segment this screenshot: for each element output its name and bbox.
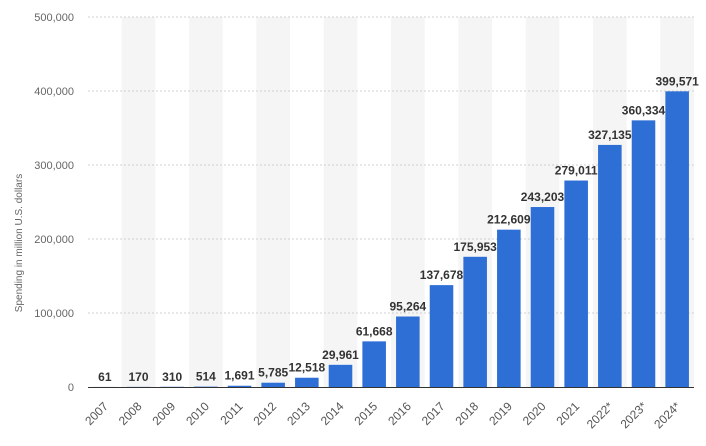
- y-tick-label: 500,000: [34, 12, 74, 24]
- bar-2023*: [631, 120, 656, 387]
- x-tick-label: 2020: [520, 399, 549, 428]
- data-label-2013: 12,518: [288, 361, 325, 375]
- band-2012: [256, 17, 290, 387]
- x-tick-label: 2018: [453, 399, 482, 428]
- y-tick-label: 300,000: [34, 160, 74, 172]
- x-tick-label: 2023*: [618, 399, 650, 431]
- data-label-2009: 310: [162, 370, 182, 384]
- bar-2011: [227, 385, 252, 387]
- x-tick-label: 2010: [183, 399, 212, 428]
- bar-2020: [530, 207, 555, 387]
- bars: [93, 91, 689, 388]
- bar-2015: [362, 341, 386, 387]
- x-tick-label: 2015: [352, 399, 381, 428]
- data-label-2019: 212,609: [487, 213, 531, 227]
- x-tick-label: 2016: [385, 399, 414, 428]
- y-tick-label: 100,000: [34, 308, 74, 320]
- bar-2024*: [665, 91, 689, 388]
- x-tick-label: 2019: [486, 399, 515, 428]
- data-label-2012: 5,785: [258, 366, 288, 380]
- x-tick-label: 2014: [318, 399, 347, 428]
- x-tick-label: 2011: [217, 399, 245, 427]
- y-tick-label: 400,000: [34, 86, 74, 98]
- x-tick-label: 2013: [284, 399, 313, 428]
- data-label-2016: 95,264: [389, 300, 426, 314]
- x-tick-label: 2012: [251, 399, 280, 428]
- bar-2018: [463, 256, 487, 387]
- data-label-2020: 243,203: [521, 190, 565, 204]
- data-label-2018: 175,953: [453, 240, 497, 254]
- data-label-2014: 29,961: [322, 348, 359, 362]
- y-axis-ticks: 0 100,000 200,000 300,000 400,000 500,000: [34, 12, 74, 394]
- data-label-2017: 137,678: [420, 268, 464, 282]
- data-label-2021: 279,011: [555, 164, 598, 178]
- bar-2014: [328, 364, 353, 387]
- x-tick-label: 2024*: [651, 399, 683, 431]
- x-axis-ticks: 2007 2008 2009 2010 2011 2012 2013 2014 2015 2016…: [82, 399, 683, 431]
- band-2010: [189, 17, 223, 387]
- bar-2013: [295, 377, 319, 387]
- bar-2016: [396, 316, 420, 387]
- data-label-2023*: 360,334: [622, 103, 666, 117]
- y-axis-label: Spending in million U.S. dollars: [14, 174, 25, 312]
- x-tick-label: 2022*: [584, 399, 616, 431]
- data-label-2008: 170: [128, 370, 148, 384]
- x-tick-label: 2008: [116, 399, 145, 428]
- band-2014: [323, 17, 358, 387]
- x-tick-label: 2007: [82, 399, 111, 428]
- band-2008: [121, 17, 156, 387]
- bar-2019: [497, 229, 521, 387]
- y-tick-label: 200,000: [34, 234, 74, 246]
- bar-2012: [261, 382, 285, 387]
- data-label-2007: 61: [98, 370, 112, 384]
- data-label-2010: 514: [196, 370, 216, 384]
- bar-2022*: [598, 144, 622, 387]
- bar-2017: [429, 285, 454, 387]
- bar-2021: [564, 180, 588, 387]
- data-label-2011: 1,691: [224, 369, 254, 383]
- y-tick-label: 0: [68, 382, 74, 394]
- x-tick-label: 2009: [150, 399, 179, 428]
- data-label-2015: 61,668: [356, 324, 393, 338]
- x-tick-label: 2021: [554, 399, 583, 428]
- data-label-2022*: 327,135: [588, 128, 632, 142]
- gridlines: [88, 16, 694, 314]
- data-label-2024*: 399,571: [655, 74, 699, 88]
- x-tick-label: 2017: [419, 399, 448, 428]
